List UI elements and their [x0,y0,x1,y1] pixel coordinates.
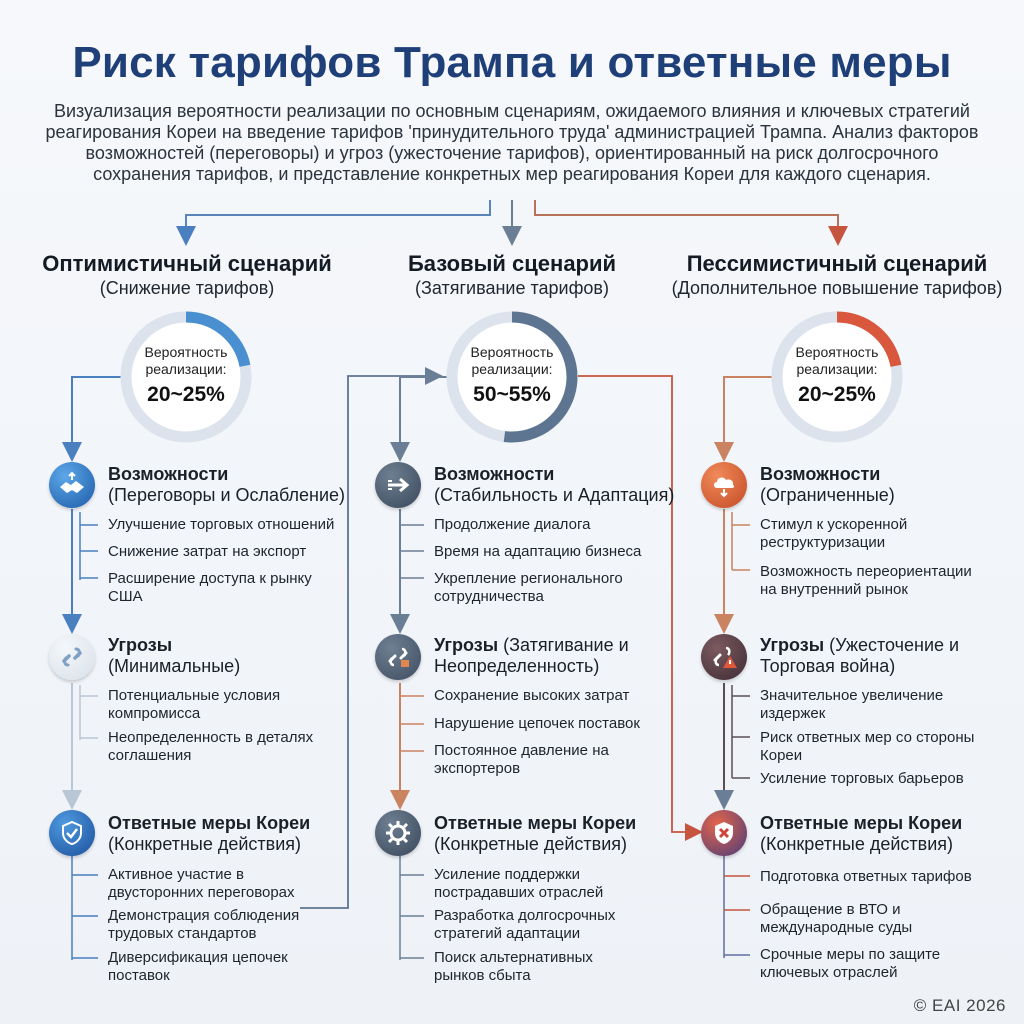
right-flow-1 [714,376,775,462]
probability-donut-base: Вероятность реализации: 50~55% [445,310,579,444]
list-item: Нарушение цепочек поставок [434,715,640,732]
list-item: Время на адаптацию бизнеса [434,543,642,560]
scenario-subtitle: (Снижение тарифов) [99,278,275,298]
list-item: Расширение доступа к рынку США [108,570,312,605]
list-item: Поиск альтернативных рынков сбыта [434,949,593,984]
list-item: Неопределенность в деталях соглашения [108,729,314,764]
page-title: Риск тарифов Трампа и ответные меры [72,38,952,87]
list-item: Разработка долгосрочных стратегий адапта… [434,907,616,942]
list-item: Постоянное давление на экспортеров [434,742,609,777]
probability-donut-optimistic: Вероятность реализации: 20~25% [119,310,253,444]
list-item: Потенциальные условия компромисса [108,687,281,722]
scenario-subtitle: (Дополнительное повышение тарифов) [671,278,1003,298]
shield-x-icon [701,810,747,856]
broken-link-icon [375,634,421,680]
left-flow-1 [62,376,125,462]
handshake-icon [49,462,95,508]
probability-value: 20~25% [798,383,876,406]
list-item: Сохранение высоких затрат [434,687,630,704]
list-item: Укрепление регионального сотрудничества [434,570,623,605]
top-connector-left [176,200,491,246]
list-item: Подготовка ответных тарифов [760,868,972,885]
storm-cloud-icon [701,462,747,508]
top-connector-right [534,200,848,246]
list-item: Срочные меры по защите ключевых отраслей [760,946,941,981]
list-item: Демонстрация соблюдения трудовых стандар… [108,907,300,942]
threats-header: Угрозы (Затягивание и Неопределенность) [434,635,629,676]
probability-label: Вероятность реализации: [795,344,879,377]
scenario-title: Базовый сценарий [407,251,617,276]
center-flow-1 [390,376,450,462]
list-item: Риск ответных мер со стороны Кореи [760,729,975,764]
list-item: Значительное увеличение издержек [760,687,944,722]
copyright-footer: © EAI 2026 [913,996,1006,1015]
broken-link-icon [49,634,95,680]
probability-donut-pessimistic: Вероятность реализации: 20~25% [770,310,904,444]
opportunities-header: Возможности (Ограниченные) [760,464,895,505]
list-item: Продолжение диалога [434,516,591,533]
scenario-subtitle: (Затягивание тарифов) [415,278,609,298]
list-item: Снижение затрат на экспорт [108,543,307,560]
probability-value: 20~25% [147,383,225,406]
list-item: Усиление торговых барьеров [760,770,964,787]
list-item: Активное участие в двусторонних перегово… [108,866,295,901]
list-item: Диверсификация цепочек поставок [108,949,288,984]
arrow-right-icon [375,462,421,508]
gear-icon [375,810,421,856]
page-subtitle: Визуализация вероятности реализации по о… [45,101,979,184]
list-item: Стимул к ускоренной реструктуризации [760,516,908,551]
probability-label: Вероятность реализации: [144,344,228,377]
list-item: Обращение в ВТО и международные суды [760,901,913,936]
threats-header: Угрозы (Минимальные) [108,635,241,676]
list-item: Возможность переориентации на внутренний… [760,563,972,598]
scenario-title: Оптимистичный сценарий [42,251,332,276]
list-item: Усиление поддержки пострадавших отраслей [434,866,604,901]
opportunities-header: Возможности (Стабильность и Адаптация) [434,464,675,505]
cross-link-left-to-center [300,367,443,909]
response-header: Ответные меры Кореи (Конкретные действия) [108,813,311,854]
threats-header: Угрозы (Ужесточение и Торговая война) [760,635,960,676]
response-header: Ответные меры Кореи (Конкретные действия) [760,813,963,854]
scenario-title: Пессимистичный сценарий [686,251,988,276]
probability-value: 50~55% [473,383,551,406]
probability-label: Вероятность реализации: [470,344,554,377]
opportunities-header: Возможности (Переговоры и Ослабление) [108,464,346,505]
shield-check-icon [49,810,95,856]
response-header: Ответные меры Кореи (Конкретные действия) [434,813,637,854]
item-ticks [72,524,750,959]
cross-link-center-to-right [578,375,703,841]
list-item: Улучшение торговых отношений [108,516,335,533]
broken-link-warning-icon [701,634,747,680]
